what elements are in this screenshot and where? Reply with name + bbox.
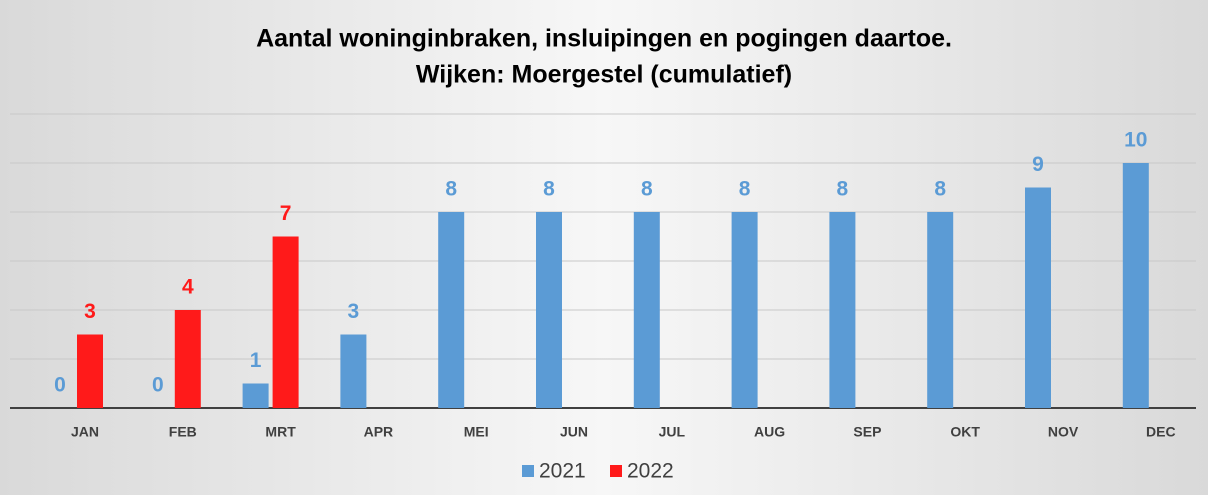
data-label: 8 [641, 178, 653, 201]
x-tick-label: APR [364, 424, 394, 440]
bar [242, 383, 269, 408]
bar [340, 334, 367, 408]
data-label: 8 [934, 178, 946, 201]
data-label: 7 [280, 202, 292, 225]
chart-title: Aantal woninginbraken, insluipingen en p… [256, 25, 952, 53]
legend-swatch [610, 465, 622, 477]
chart-title: Wijken: Moergestel (cumulatief) [416, 61, 792, 89]
data-label: 8 [445, 178, 457, 201]
x-tick-label: JUL [659, 424, 686, 440]
data-label: 0 [54, 374, 66, 397]
data-label: 3 [348, 300, 360, 323]
bar [174, 310, 201, 408]
bar [731, 212, 758, 408]
legend-label: 2022 [627, 460, 674, 483]
data-label: 4 [182, 276, 194, 299]
x-tick-label: MRT [265, 424, 296, 440]
x-tick-label: SEP [853, 424, 881, 440]
bar [927, 212, 954, 408]
bar [77, 334, 103, 408]
data-label: 3 [84, 300, 96, 323]
bar [829, 212, 856, 408]
x-tick-label: DEC [1146, 424, 1176, 440]
bar [438, 212, 465, 408]
bar [272, 236, 299, 408]
data-label: 1 [250, 349, 262, 372]
data-label: 8 [837, 178, 849, 201]
legend-label: 2021 [539, 460, 586, 483]
data-label: 8 [543, 178, 555, 201]
data-label: 9 [1032, 153, 1044, 176]
x-tick-label: AUG [754, 424, 785, 440]
x-tick-label: MEI [464, 424, 489, 440]
x-tick-label: FEB [169, 424, 197, 440]
bar [1025, 187, 1051, 408]
data-label: 0 [152, 374, 164, 397]
bar [1122, 163, 1149, 408]
bar [536, 212, 562, 408]
legend-swatch [522, 465, 534, 477]
data-label: 10 [1124, 129, 1147, 152]
x-tick-label: JUN [560, 424, 588, 440]
x-tick-label: JAN [71, 424, 99, 440]
x-tick-label: OKT [950, 424, 980, 440]
bar [633, 212, 660, 408]
x-tick-label: NOV [1048, 424, 1079, 440]
data-label: 8 [739, 178, 751, 201]
